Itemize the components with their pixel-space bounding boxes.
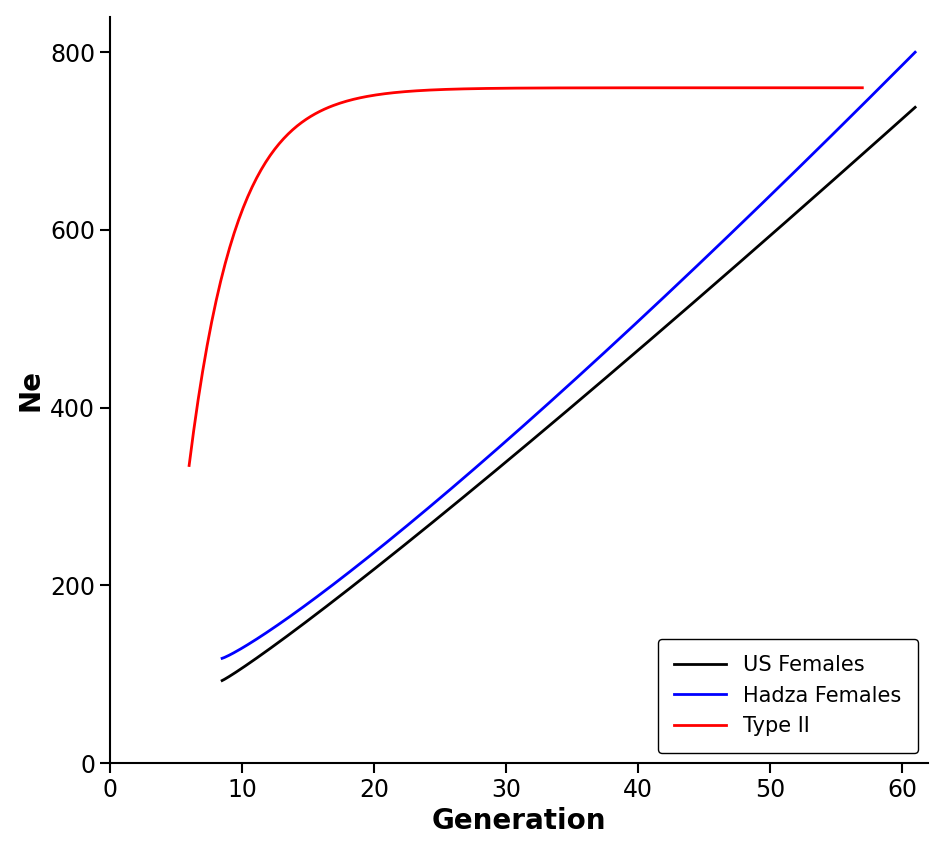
US Females bbox=[219, 674, 230, 684]
Legend: US Females, Hadza Females, Type II: US Females, Hadza Females, Type II bbox=[657, 639, 917, 753]
US Females bbox=[844, 160, 855, 170]
Line: US Females: US Females bbox=[222, 107, 914, 681]
Hadza Females bbox=[629, 320, 640, 330]
Type II bbox=[582, 83, 593, 93]
Type II bbox=[750, 83, 762, 93]
Line: Type II: Type II bbox=[189, 88, 862, 465]
Hadza Females bbox=[216, 653, 228, 664]
Hadza Females bbox=[844, 112, 855, 122]
Type II bbox=[856, 83, 868, 93]
Type II bbox=[595, 83, 606, 93]
US Females bbox=[800, 199, 811, 209]
US Females bbox=[626, 350, 637, 360]
US Females bbox=[908, 102, 919, 112]
Type II bbox=[183, 460, 194, 470]
Type II bbox=[186, 443, 197, 453]
US Females bbox=[216, 676, 228, 686]
US Females bbox=[640, 338, 651, 348]
Hadza Females bbox=[908, 47, 919, 57]
Line: Hadza Females: Hadza Females bbox=[222, 52, 914, 659]
Type II bbox=[793, 83, 804, 93]
US Females bbox=[629, 348, 640, 359]
Type II bbox=[583, 83, 595, 93]
Hadza Females bbox=[800, 155, 811, 165]
X-axis label: Generation: Generation bbox=[431, 808, 606, 835]
Hadza Females bbox=[640, 308, 651, 319]
Hadza Females bbox=[626, 321, 637, 331]
Hadza Females bbox=[219, 653, 230, 663]
Y-axis label: Ne: Ne bbox=[17, 369, 44, 411]
